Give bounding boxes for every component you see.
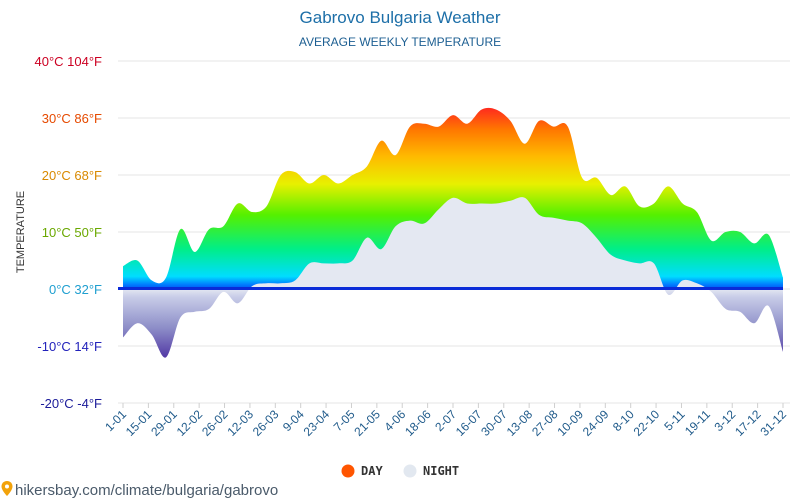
x-tick-label: 21-05 <box>351 407 383 439</box>
x-tick-label: 22-10 <box>631 407 663 439</box>
y-tick-label: 30°C 86°F <box>42 111 102 126</box>
x-tick-label: 10-09 <box>554 407 586 439</box>
y-tick-label: 20°C 68°F <box>42 168 102 183</box>
plot-area <box>123 107 783 358</box>
x-tick-label: 24-09 <box>580 407 612 439</box>
location-pin-dot <box>5 484 9 489</box>
x-tick-label: 18-06 <box>402 407 434 439</box>
y-tick-label: 40°C 104°F <box>35 54 103 69</box>
x-tick-label: 29-01 <box>148 407 180 439</box>
day-legend-icon <box>341 464 355 478</box>
x-tick-label: 17-12 <box>732 407 764 439</box>
x-tick-label: 31-12 <box>758 407 790 439</box>
y-tick-label: 0°C 32°F <box>49 282 102 297</box>
x-axis-ticks: 1-0115-0129-0112-0226-0212-0326-039-0423… <box>102 403 789 439</box>
source-link[interactable]: hikersbay.com/climate/bulgaria/gabrovo <box>1 481 279 499</box>
source-url: hikersbay.com/climate/bulgaria/gabrovo <box>15 482 278 499</box>
x-tick-label: 30-07 <box>478 407 510 439</box>
legend-item-day[interactable]: DAY <box>341 464 384 478</box>
night-legend-icon <box>403 464 417 478</box>
chart-subtitle: AVERAGE WEEKLY TEMPERATURE <box>299 35 501 49</box>
y-tick-label: -20°C -4°F <box>40 396 102 411</box>
x-tick-label: 23-04 <box>301 407 333 439</box>
legend-day-label: DAY <box>361 464 383 478</box>
x-tick-label: 13-08 <box>504 407 536 439</box>
x-tick-label: 15-01 <box>123 407 155 439</box>
legend-night-label: NIGHT <box>423 464 459 478</box>
x-tick-label: 26-02 <box>199 407 231 439</box>
y-tick-label: 10°C 50°F <box>42 225 102 240</box>
y-axis-ticks: 40°C 104°F 30°C 86°F 20°C 68°F 10°C 50°F 0°C… <box>35 54 103 411</box>
x-tick-label: 12-02 <box>174 407 206 439</box>
x-tick-label: 27-08 <box>529 407 561 439</box>
x-tick-label: 12-03 <box>224 407 256 439</box>
legend: DAY NIGHT <box>341 464 460 478</box>
x-tick-label: 16-07 <box>453 407 485 439</box>
legend-item-night[interactable]: NIGHT <box>403 464 460 478</box>
x-tick-label: 19-11 <box>682 407 713 438</box>
night-area <box>123 197 783 358</box>
y-axis-title: TEMPERATURE <box>15 191 27 273</box>
chart-title: Gabrovo Bulgaria Weather <box>300 8 501 27</box>
y-tick-label: -10°C 14°F <box>37 339 102 354</box>
zero-line <box>118 287 783 290</box>
x-tick-label: 26-03 <box>250 407 282 439</box>
